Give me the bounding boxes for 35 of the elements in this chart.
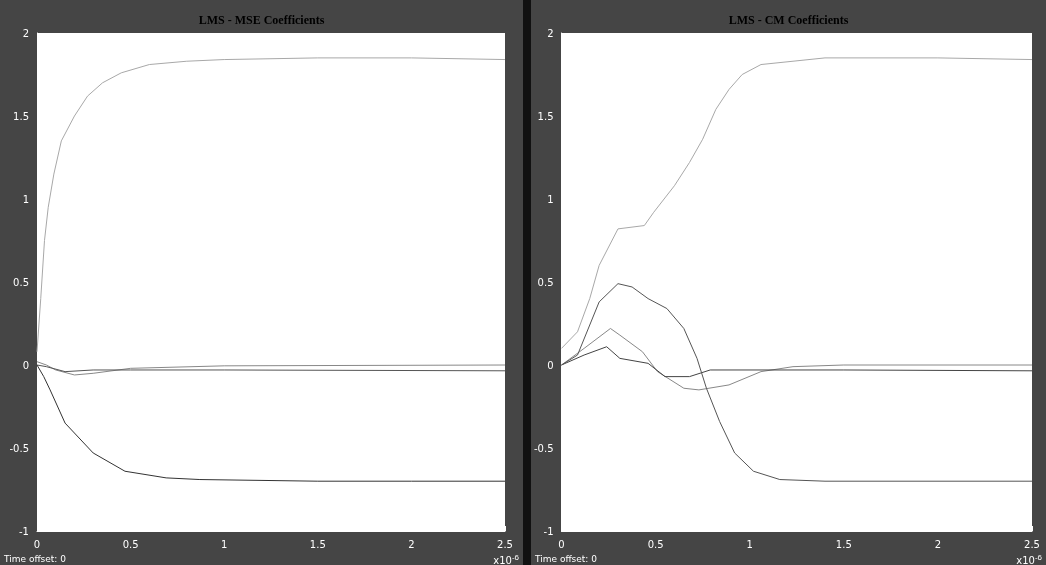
line-series xyxy=(561,57,1033,349)
line-series xyxy=(561,283,1033,482)
x-tick-label: 0.5 xyxy=(647,538,664,550)
y-tick-label: 2 xyxy=(22,27,29,39)
y-tick-label: -0.5 xyxy=(534,442,554,454)
line-series xyxy=(561,327,1033,391)
x-tick-label: 2.5 xyxy=(1024,538,1040,550)
x-tick-label: 0.5 xyxy=(122,538,139,550)
x-tick-label: 1 xyxy=(221,538,228,550)
y-tick-label: -0.5 xyxy=(9,442,29,454)
line-series xyxy=(36,364,506,482)
x-tick-label: 2 xyxy=(934,538,942,550)
x-tick-label: 1 xyxy=(746,538,753,550)
y-tick-label: 0.5 xyxy=(537,276,554,288)
chart-title: LMS - CM Coefficients xyxy=(728,13,849,27)
y-tick-label: 1.5 xyxy=(537,110,554,122)
x-tick-label: 0 xyxy=(33,538,41,550)
y-tick-label: -1 xyxy=(19,525,29,537)
chart-title: LMS - MSE Coefficients xyxy=(198,13,325,27)
x-tick-label: 2.5 xyxy=(497,538,513,550)
line-series xyxy=(36,57,506,353)
y-tick-label: 1 xyxy=(22,193,29,205)
text: Time offset: 0 xyxy=(534,553,598,564)
y-tick-label: 1 xyxy=(547,193,554,205)
x-tick-label: 2 xyxy=(408,538,415,550)
y-tick-label: 1.5 xyxy=(13,110,29,122)
y-tick-label: 0.5 xyxy=(13,276,29,288)
x-tick-label: 1.5 xyxy=(309,538,326,550)
text: Time offset: 0 xyxy=(3,553,67,564)
y-tick-label: -1 xyxy=(543,525,554,537)
y-tick-label: 0 xyxy=(547,359,554,371)
x-tick-label: 1.5 xyxy=(835,538,852,550)
x-tick-label: 0 xyxy=(558,538,565,550)
y-tick-label: 2 xyxy=(547,27,554,39)
y-tick-label: 0 xyxy=(22,359,29,371)
